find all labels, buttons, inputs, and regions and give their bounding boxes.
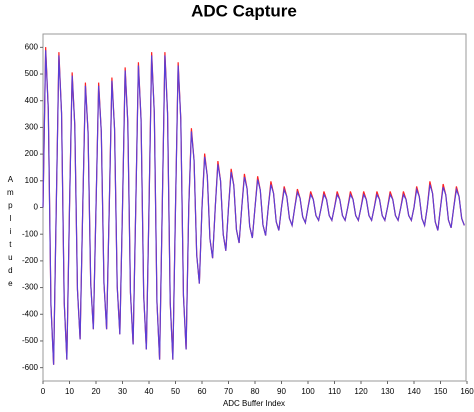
x-tick-label: 120: [354, 387, 368, 396]
y-tick-label: -600: [22, 363, 39, 372]
x-tick-label: 130: [381, 387, 395, 396]
x-tick-label: 90: [277, 387, 286, 396]
x-tick-label: 110: [328, 387, 341, 396]
data-line: [42, 50, 465, 365]
chart-title: ADC Capture: [191, 1, 297, 20]
y-tick-label: -100: [22, 229, 39, 238]
y-tick-label: 600: [25, 42, 39, 51]
x-tick-label: 140: [407, 387, 421, 396]
y-tick-label: -300: [22, 283, 39, 292]
y-tick-label: 500: [25, 69, 39, 78]
y-tick-label: -400: [22, 309, 39, 318]
x-tick-label: 100: [301, 387, 315, 396]
y-tick-label: -500: [22, 336, 39, 345]
y-tick-label: 400: [25, 96, 39, 105]
y-tick-label: 200: [25, 149, 39, 158]
y-tick-label: 0: [34, 203, 39, 212]
x-tick-label: 20: [92, 387, 101, 396]
x-tick-label: 0: [41, 387, 46, 396]
x-tick-label: 60: [198, 387, 207, 396]
x-tick-label: 10: [65, 387, 74, 396]
x-tick-label: 50: [171, 387, 180, 396]
y-tick-label: -200: [22, 256, 39, 265]
x-tick-label: 70: [224, 387, 233, 396]
x-tick-label: 150: [434, 387, 448, 396]
x-tick-label: 30: [118, 387, 127, 396]
x-tick-label: 40: [145, 387, 154, 396]
x-tick-label: 160: [460, 387, 474, 396]
y-tick-label: 300: [25, 123, 39, 132]
y-axis-label: Amplitude: [6, 175, 15, 292]
y-tick-label: 100: [25, 176, 39, 185]
x-tick-label: 80: [251, 387, 260, 396]
x-axis-label: ADC Buffer Index: [223, 399, 285, 408]
